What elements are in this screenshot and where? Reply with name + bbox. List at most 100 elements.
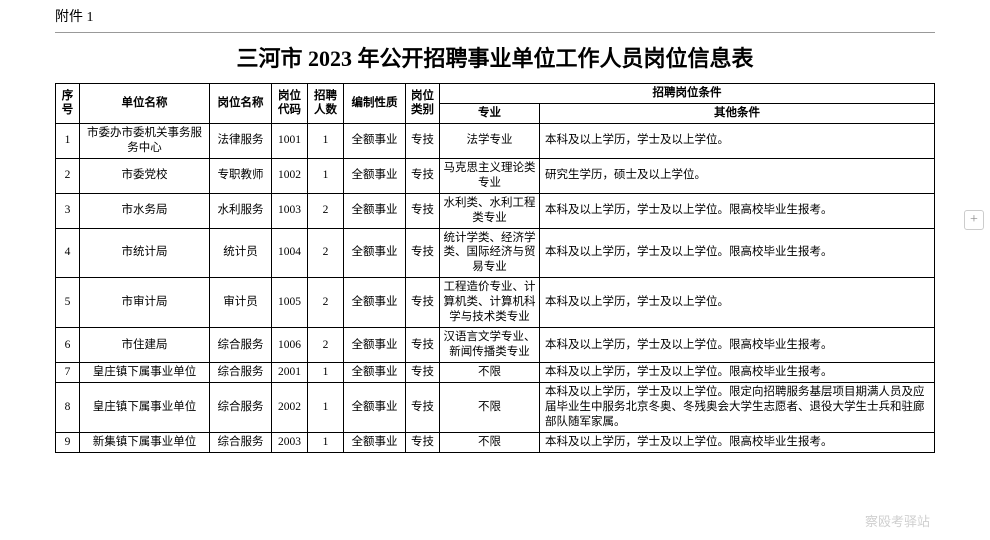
cell-nature: 全额事业 — [344, 432, 406, 452]
cell-major: 工程造价专业、计算机类、计算机科学与技术类专业 — [440, 278, 540, 328]
cell-other: 本科及以上学历，学士及以上学位。限高校毕业生报考。 — [540, 432, 935, 452]
cell-post: 法律服务 — [210, 123, 272, 158]
cell-code: 1003 — [272, 193, 308, 228]
cell-seq: 9 — [56, 432, 80, 452]
cell-major: 不限 — [440, 363, 540, 383]
cell-post: 审计员 — [210, 278, 272, 328]
cell-cat: 专技 — [406, 193, 440, 228]
expand-button[interactable]: + — [964, 210, 984, 230]
table-row: 5市审计局审计员10052全额事业专技工程造价专业、计算机类、计算机科学与技术类… — [56, 278, 935, 328]
cell-nature: 全额事业 — [344, 278, 406, 328]
table-row: 1市委办市委机关事务服务中心法律服务10011全额事业专技法学专业本科及以上学历… — [56, 123, 935, 158]
page-title: 三河市 2023 年公开招聘事业单位工作人员岗位信息表 — [55, 35, 935, 83]
document-page: 附件 1 三河市 2023 年公开招聘事业单位工作人员岗位信息表 序号 单位名称… — [0, 0, 990, 453]
cell-nature: 全额事业 — [344, 193, 406, 228]
cell-nature: 全额事业 — [344, 158, 406, 193]
header-unit: 单位名称 — [80, 84, 210, 124]
header-num: 招聘人数 — [308, 84, 344, 124]
cell-code: 1004 — [272, 228, 308, 278]
cell-num: 1 — [308, 382, 344, 432]
cell-unit: 皇庄镇下属事业单位 — [80, 382, 210, 432]
table-row: 2市委党校专职教师10021全额事业专技马克思主义理论类专业研究生学历，硕士及以… — [56, 158, 935, 193]
cell-seq: 2 — [56, 158, 80, 193]
cell-seq: 6 — [56, 328, 80, 363]
cell-code: 2002 — [272, 382, 308, 432]
cell-cat: 专技 — [406, 123, 440, 158]
attachment-label: 附件 1 — [55, 4, 935, 33]
cell-code: 1005 — [272, 278, 308, 328]
cell-num: 2 — [308, 328, 344, 363]
table-row: 7皇庄镇下属事业单位综合服务20011全额事业专技不限本科及以上学历，学士及以上… — [56, 363, 935, 383]
cell-nature: 全额事业 — [344, 328, 406, 363]
cell-cat: 专技 — [406, 382, 440, 432]
cell-unit: 新集镇下属事业单位 — [80, 432, 210, 452]
cell-num: 1 — [308, 123, 344, 158]
cell-post: 水利服务 — [210, 193, 272, 228]
cell-major: 水利类、水利工程类专业 — [440, 193, 540, 228]
cell-post: 综合服务 — [210, 382, 272, 432]
table-row: 9新集镇下属事业单位综合服务20031全额事业专技不限本科及以上学历，学士及以上… — [56, 432, 935, 452]
header-other: 其他条件 — [540, 103, 935, 123]
cell-major: 不限 — [440, 382, 540, 432]
header-cond: 招聘岗位条件 — [440, 84, 935, 104]
cell-unit: 市委办市委机关事务服务中心 — [80, 123, 210, 158]
cell-other: 本科及以上学历，学士及以上学位。限高校毕业生报考。 — [540, 328, 935, 363]
cell-post: 综合服务 — [210, 328, 272, 363]
cell-seq: 8 — [56, 382, 80, 432]
cell-other: 本科及以上学历，学士及以上学位。 — [540, 278, 935, 328]
cell-code: 2001 — [272, 363, 308, 383]
cell-post: 综合服务 — [210, 363, 272, 383]
cell-post: 综合服务 — [210, 432, 272, 452]
cell-num: 1 — [308, 363, 344, 383]
cell-other: 本科及以上学历，学士及以上学位。限高校毕业生报考。 — [540, 363, 935, 383]
cell-major: 汉语言文学专业、新闻传播类专业 — [440, 328, 540, 363]
cell-seq: 3 — [56, 193, 80, 228]
cell-seq: 5 — [56, 278, 80, 328]
cell-cat: 专技 — [406, 278, 440, 328]
cell-cat: 专技 — [406, 432, 440, 452]
cell-num: 1 — [308, 158, 344, 193]
table-row: 6市住建局综合服务10062全额事业专技汉语言文学专业、新闻传播类专业本科及以上… — [56, 328, 935, 363]
cell-seq: 7 — [56, 363, 80, 383]
header-seq: 序号 — [56, 84, 80, 124]
cell-major: 马克思主义理论类专业 — [440, 158, 540, 193]
header-post: 岗位名称 — [210, 84, 272, 124]
cell-other: 本科及以上学历，学士及以上学位。 — [540, 123, 935, 158]
cell-unit: 市住建局 — [80, 328, 210, 363]
cell-nature: 全额事业 — [344, 382, 406, 432]
cell-other: 本科及以上学历，学士及以上学位。限定向招聘服务基层项目期满人员及应届毕业生中服务… — [540, 382, 935, 432]
cell-num: 2 — [308, 228, 344, 278]
cell-post: 专职教师 — [210, 158, 272, 193]
header-nature: 编制性质 — [344, 84, 406, 124]
cell-cat: 专技 — [406, 328, 440, 363]
cell-cat: 专技 — [406, 228, 440, 278]
cell-major: 不限 — [440, 432, 540, 452]
cell-nature: 全额事业 — [344, 123, 406, 158]
header-code: 岗位代码 — [272, 84, 308, 124]
cell-num: 2 — [308, 278, 344, 328]
cell-seq: 4 — [56, 228, 80, 278]
cell-code: 2003 — [272, 432, 308, 452]
cell-nature: 全额事业 — [344, 228, 406, 278]
table-row: 3市水务局水利服务10032全额事业专技水利类、水利工程类专业本科及以上学历，学… — [56, 193, 935, 228]
cell-num: 2 — [308, 193, 344, 228]
cell-num: 1 — [308, 432, 344, 452]
cell-post: 统计员 — [210, 228, 272, 278]
cell-major: 法学专业 — [440, 123, 540, 158]
table-row: 8皇庄镇下属事业单位综合服务20021全额事业专技不限本科及以上学历，学士及以上… — [56, 382, 935, 432]
cell-other: 本科及以上学历，学士及以上学位。限高校毕业生报考。 — [540, 193, 935, 228]
cell-other: 研究生学历，硕士及以上学位。 — [540, 158, 935, 193]
cell-nature: 全额事业 — [344, 363, 406, 383]
cell-code: 1001 — [272, 123, 308, 158]
cell-unit: 市审计局 — [80, 278, 210, 328]
cell-seq: 1 — [56, 123, 80, 158]
cell-code: 1006 — [272, 328, 308, 363]
cell-unit: 皇庄镇下属事业单位 — [80, 363, 210, 383]
cell-code: 1002 — [272, 158, 308, 193]
header-cat: 岗位类别 — [406, 84, 440, 124]
cell-unit: 市委党校 — [80, 158, 210, 193]
cell-other: 本科及以上学历，学士及以上学位。限高校毕业生报考。 — [540, 228, 935, 278]
cell-unit: 市水务局 — [80, 193, 210, 228]
table-row: 4市统计局统计员10042全额事业专技统计学类、经济学类、国际经济与贸易专业本科… — [56, 228, 935, 278]
cell-cat: 专技 — [406, 363, 440, 383]
